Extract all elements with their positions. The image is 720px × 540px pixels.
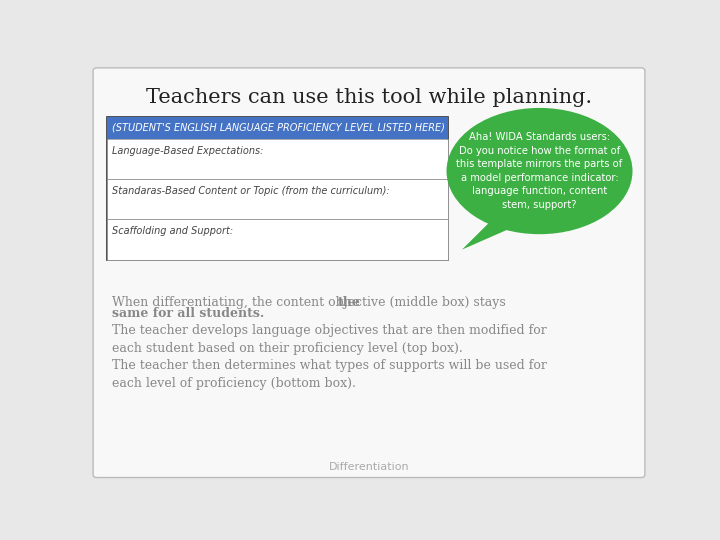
Bar <box>107 117 448 139</box>
Text: The teacher then determines what types of supports will be used for
each level o: The teacher then determines what types o… <box>112 359 546 390</box>
Text: same for all students.: same for all students. <box>112 307 264 320</box>
Ellipse shape <box>446 108 632 234</box>
Text: the: the <box>337 296 360 309</box>
Bar <box>107 117 448 260</box>
Text: Aha! WIDA Standards users:
Do you notice how the format of
this template mirrors: Aha! WIDA Standards users: Do you notice… <box>456 132 623 210</box>
Text: Scaffolding and Support:: Scaffolding and Support: <box>112 226 233 237</box>
Text: Teachers can use this tool while planning.: Teachers can use this tool while plannin… <box>146 87 592 106</box>
Bar <box>107 179 448 219</box>
Text: Differentiation: Differentiation <box>329 462 409 472</box>
Text: Language-Based Expectations:: Language-Based Expectations: <box>112 146 263 157</box>
FancyBboxPatch shape <box>93 68 645 477</box>
Text: The teacher develops language objectives that are then modified for
each student: The teacher develops language objectives… <box>112 323 546 355</box>
Text: Standaras-Based Content or Topic (from the curriculum):: Standaras-Based Content or Topic (from t… <box>112 186 390 197</box>
Polygon shape <box>462 213 515 249</box>
Text: (STUDENT'S ENGLISH LANGUAGE PROFICIENCY LEVEL LISTED HERE): (STUDENT'S ENGLISH LANGUAGE PROFICIENCY … <box>112 123 444 133</box>
Bar <box>107 219 448 260</box>
Bar <box>107 139 448 179</box>
Text: When differentiating, the content objective (middle box) stays: When differentiating, the content object… <box>112 296 510 309</box>
